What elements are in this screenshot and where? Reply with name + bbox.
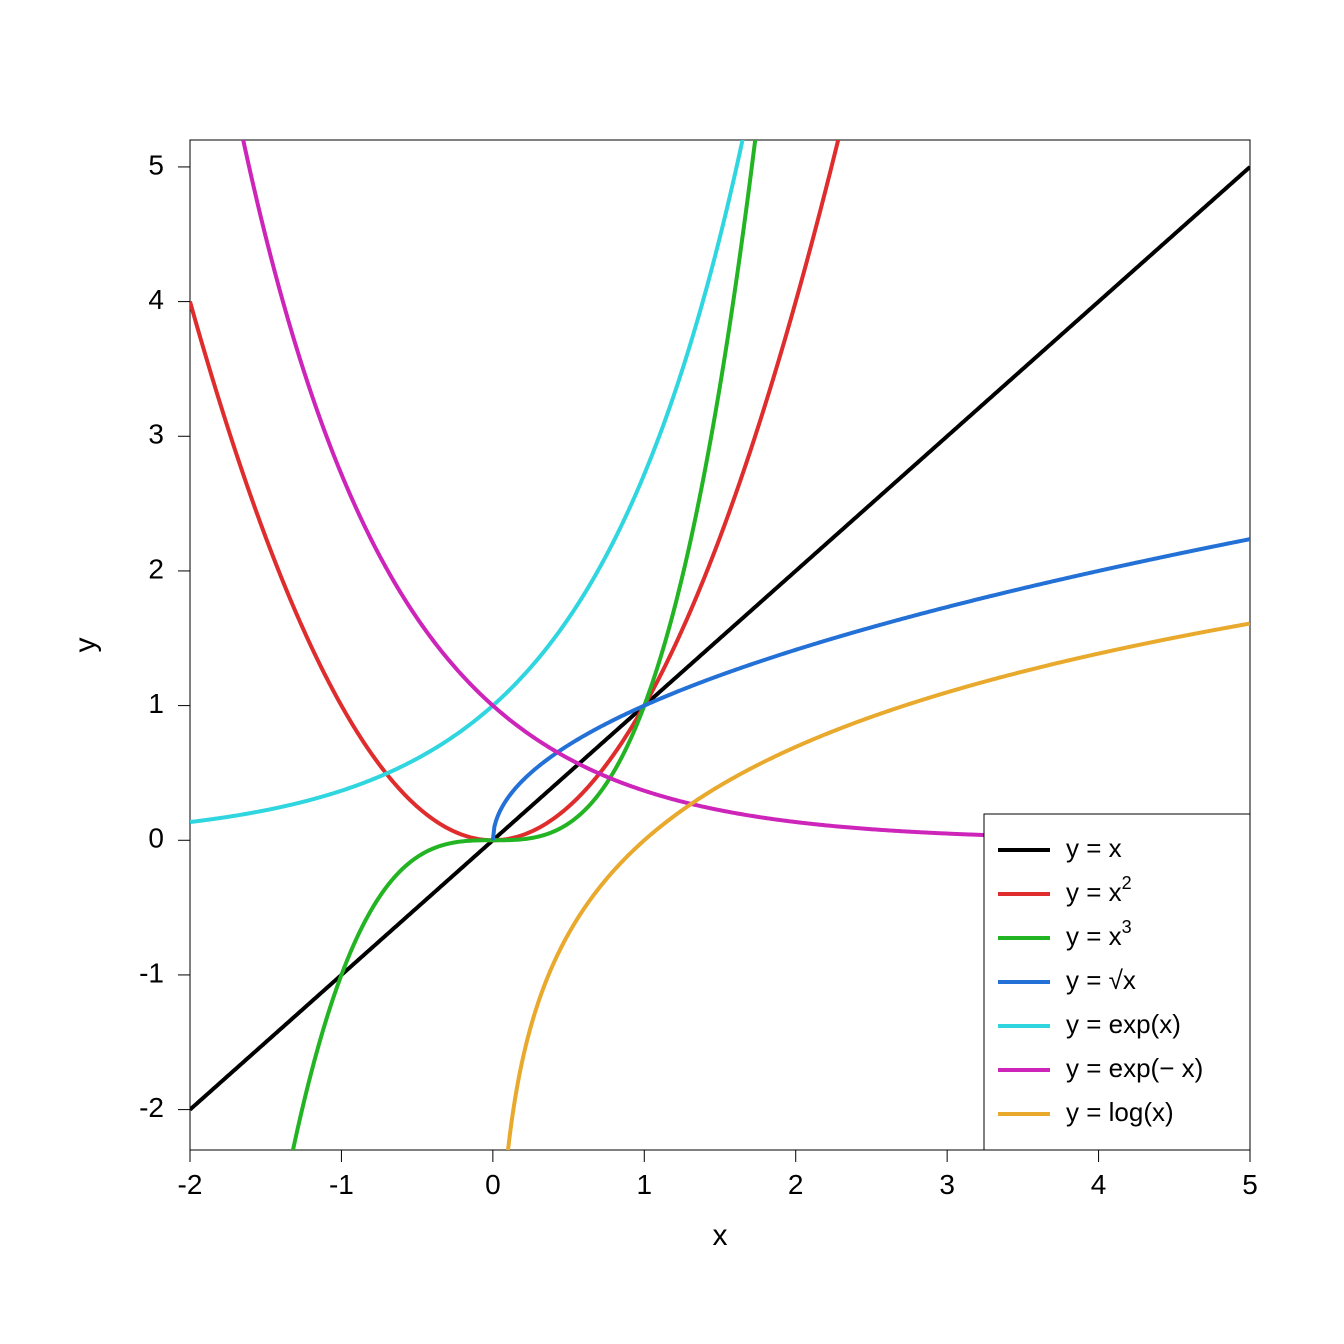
legend-label-log: y = log(x) <box>1066 1097 1174 1127</box>
function-line-chart: -2-1012345x-2-1012345yy = xy = x2y = x3y… <box>0 0 1344 1344</box>
y-tick-label: 3 <box>148 419 164 450</box>
x-tick-label: 1 <box>636 1169 652 1200</box>
x-tick-label: 5 <box>1242 1169 1258 1200</box>
x-tick-label: 2 <box>788 1169 804 1200</box>
x-tick-label: -2 <box>178 1169 203 1200</box>
chart-container: -2-1012345x-2-1012345yy = xy = x2y = x3y… <box>0 0 1344 1344</box>
x-tick-label: 4 <box>1091 1169 1107 1200</box>
y-tick-label: 4 <box>148 284 164 315</box>
y-tick-label: -1 <box>139 957 164 988</box>
legend-label-sqrt: y = √x <box>1066 965 1136 995</box>
y-tick-label: 1 <box>148 688 164 719</box>
x-tick-label: 0 <box>485 1169 501 1200</box>
y-tick-label: 2 <box>148 553 164 584</box>
legend-label-identity: y = x <box>1066 833 1122 863</box>
legend-label-exp: y = exp(x) <box>1066 1009 1181 1039</box>
y-tick-label: 5 <box>148 149 164 180</box>
legend: y = xy = x2y = x3y = √xy = exp(x)y = exp… <box>984 814 1250 1150</box>
legend-label-exp_neg: y = exp(− x) <box>1066 1053 1203 1083</box>
y-tick-label: 0 <box>148 823 164 854</box>
y-axis-title: y <box>69 638 102 653</box>
x-tick-label: -1 <box>329 1169 354 1200</box>
y-tick-label: -2 <box>139 1092 164 1123</box>
x-tick-label: 3 <box>939 1169 955 1200</box>
x-axis-title: x <box>713 1219 728 1252</box>
